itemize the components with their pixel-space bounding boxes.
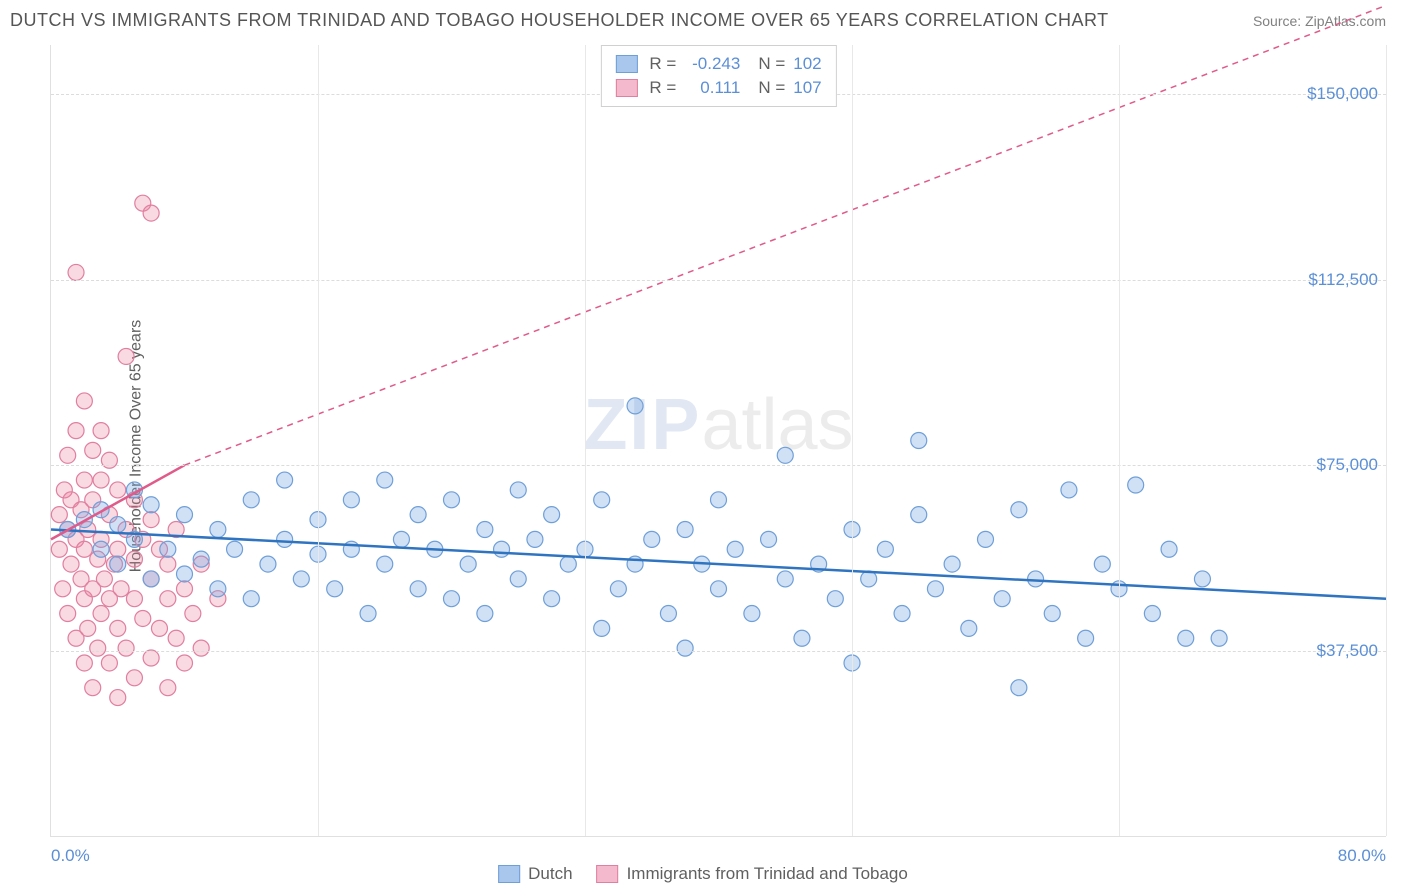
y-tick-label: $150,000 [1307, 84, 1378, 104]
swatch-tt-icon [597, 865, 619, 883]
r-label: R = [649, 78, 676, 98]
n-label: N = [758, 54, 785, 74]
swatch-dutch [615, 55, 637, 73]
x-tick-label-min: 0.0% [51, 846, 90, 866]
legend-label-dutch: Dutch [528, 864, 572, 884]
legend-label-tt: Immigrants from Trinidad and Tobago [627, 864, 908, 884]
swatch-dutch-icon [498, 865, 520, 883]
r-value-dutch: -0.243 [684, 54, 740, 74]
legend-item-tt: Immigrants from Trinidad and Tobago [597, 864, 908, 884]
legend-row-tt: R = 0.111 N = 107 [615, 76, 821, 100]
x-tick-label-max: 80.0% [1338, 846, 1386, 866]
y-tick-label: $37,500 [1317, 641, 1378, 661]
r-label: R = [649, 54, 676, 74]
n-value-dutch: 102 [793, 54, 821, 74]
r-value-tt: 0.111 [684, 78, 740, 98]
chart-area: R = -0.243 N = 102 R = 0.111 N = 107 ZIP… [50, 45, 1386, 837]
source-label: Source: ZipAtlas.com [1253, 13, 1386, 29]
swatch-tt [615, 79, 637, 97]
correlation-legend: R = -0.243 N = 102 R = 0.111 N = 107 [600, 45, 836, 107]
n-value-tt: 107 [793, 78, 821, 98]
legend-row-dutch: R = -0.243 N = 102 [615, 52, 821, 76]
y-tick-label: $75,000 [1317, 455, 1378, 475]
series-legend: Dutch Immigrants from Trinidad and Tobag… [498, 864, 908, 884]
scatter-plot [51, 45, 1386, 836]
chart-title: DUTCH VS IMMIGRANTS FROM TRINIDAD AND TO… [10, 10, 1109, 31]
legend-item-dutch: Dutch [498, 864, 572, 884]
y-tick-label: $112,500 [1308, 270, 1378, 290]
n-label: N = [758, 78, 785, 98]
header: DUTCH VS IMMIGRANTS FROM TRINIDAD AND TO… [0, 0, 1406, 36]
